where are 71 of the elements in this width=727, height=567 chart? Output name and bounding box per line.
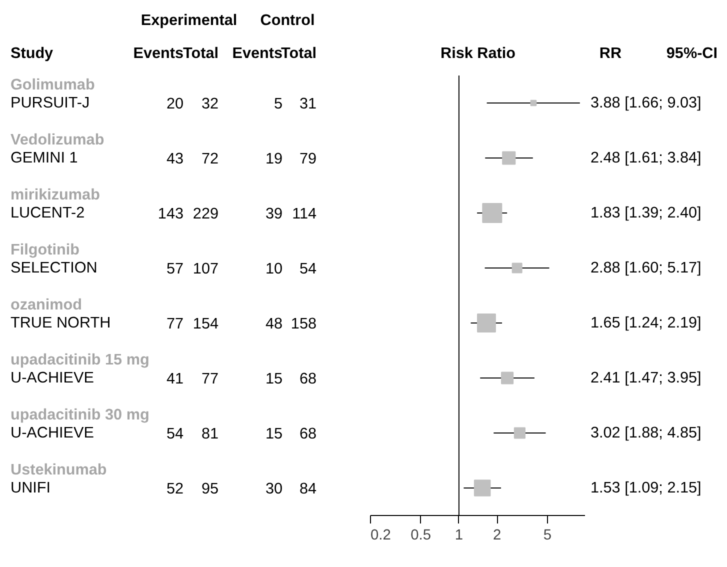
text: 52 bbox=[166, 480, 184, 498]
text: 81 bbox=[201, 426, 219, 442]
text: 30 bbox=[265, 480, 283, 498]
data-label: 1.65 [1.24; 2.19] bbox=[590, 314, 702, 332]
data-label: 1.83 [1.39; 2.40] bbox=[590, 204, 702, 222]
category-label: SELECTION bbox=[10, 260, 98, 276]
category-label: Events bbox=[133, 45, 184, 62]
data-label: 3.02 [1.88; 4.85] bbox=[590, 424, 702, 442]
x-tick-label: 0.5 bbox=[410, 528, 432, 544]
text: 31 bbox=[299, 96, 317, 112]
x-tick-label: 0.2 bbox=[370, 528, 391, 544]
data-label: 2.88 [1.60; 5.17] bbox=[590, 260, 702, 276]
text: 5 bbox=[274, 96, 283, 112]
text: 19 bbox=[265, 150, 283, 168]
category-label: Vedolizumab bbox=[10, 131, 104, 148]
text: 32 bbox=[201, 96, 219, 112]
category-label: Golimumab bbox=[10, 76, 95, 94]
text: 77 bbox=[166, 316, 184, 332]
text: 15 bbox=[265, 370, 283, 388]
text: 72 bbox=[201, 150, 219, 168]
x-tick-label: 1 bbox=[454, 528, 464, 544]
category-label: TRUE NORTH bbox=[10, 314, 111, 332]
category-label: U-ACHIEVE bbox=[10, 424, 94, 442]
text: 20 bbox=[166, 96, 184, 112]
x-tick-label: 2 bbox=[492, 528, 502, 544]
text: 84 bbox=[299, 480, 317, 498]
category-label: GEMINI 1 bbox=[10, 150, 78, 166]
category-label: Total bbox=[183, 45, 219, 62]
text: 143 bbox=[158, 206, 184, 222]
category-label: mirikizumab bbox=[10, 186, 100, 204]
category-label: LUCENT-2 bbox=[10, 204, 85, 222]
text: 158 bbox=[290, 316, 317, 332]
text: 68 bbox=[299, 370, 317, 388]
text: 229 bbox=[192, 206, 219, 222]
category-label: Ustekinumab bbox=[10, 461, 107, 478]
chart-title: Risk Ratio bbox=[440, 45, 516, 62]
text: 68 bbox=[299, 426, 317, 442]
category-label: U-ACHIEVE bbox=[10, 370, 94, 386]
category-label: UNIFI bbox=[10, 480, 51, 496]
text: 39 bbox=[265, 206, 283, 222]
category-label: upadacitinib 15 mg bbox=[10, 351, 150, 368]
text: 43 bbox=[166, 150, 184, 168]
category-label: Events bbox=[232, 45, 282, 62]
text: 54 bbox=[299, 260, 317, 278]
data-label: 3.88 [1.66; 9.03] bbox=[590, 94, 702, 112]
data-label: 1.53 [1.09; 2.15] bbox=[590, 480, 702, 496]
text: 114 bbox=[292, 206, 317, 222]
category-label: ozanimod bbox=[10, 296, 82, 314]
text: 48 bbox=[265, 316, 283, 332]
category-label: Filgotinib bbox=[10, 241, 80, 258]
text: 15 bbox=[265, 426, 283, 442]
text: 54 bbox=[166, 426, 184, 442]
text: 95%-CI bbox=[666, 45, 718, 62]
text: 41 bbox=[166, 370, 184, 388]
text: 95 bbox=[201, 480, 219, 498]
text: Experimental bbox=[140, 12, 238, 29]
text: 107 bbox=[192, 260, 219, 278]
data-label: 2.41 [1.47; 3.95] bbox=[590, 370, 702, 386]
text: Study bbox=[10, 45, 54, 62]
text: 77 bbox=[201, 370, 219, 388]
data-label: 2.48 [1.61; 3.84] bbox=[590, 150, 702, 166]
text: 57 bbox=[166, 260, 184, 278]
category-label: upadacitinib 30 mg bbox=[10, 406, 150, 424]
text: 154 bbox=[192, 316, 219, 332]
category-label: PURSUIT-J bbox=[10, 94, 90, 112]
text: 10 bbox=[265, 260, 283, 278]
category-label: Total bbox=[281, 45, 317, 62]
text: Control bbox=[260, 12, 315, 29]
x-tick-label: 5 bbox=[543, 528, 552, 544]
text: 79 bbox=[299, 150, 317, 168]
text: RR bbox=[599, 45, 622, 62]
